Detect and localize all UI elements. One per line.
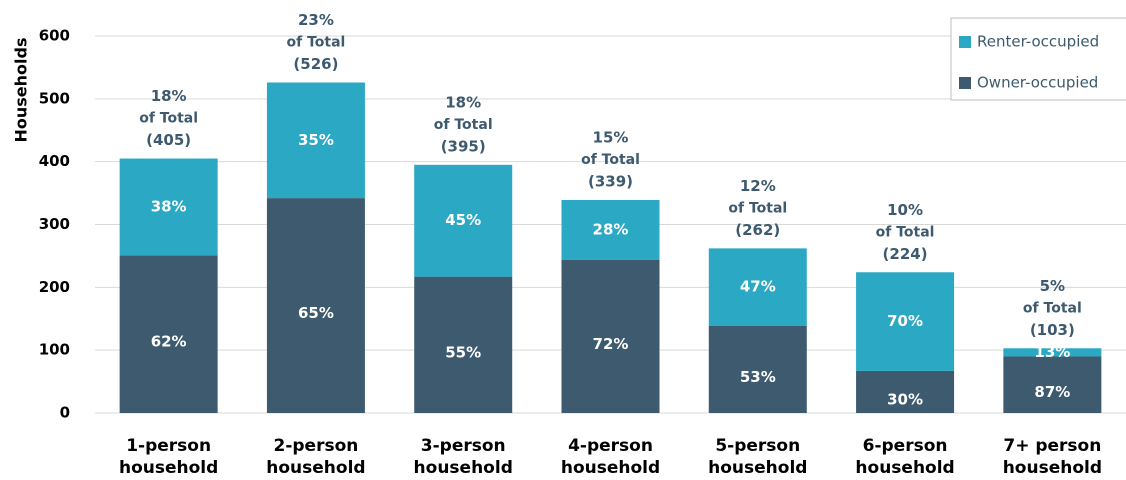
bar-segment <box>561 259 660 413</box>
bar-segment <box>266 82 365 199</box>
legend-swatch <box>959 77 971 89</box>
total-annotation: (526) <box>293 55 338 73</box>
total-annotation: 18% <box>445 93 481 111</box>
y-tick-label: 200 <box>39 278 70 296</box>
legend-label: Renter-occupied <box>977 33 1099 51</box>
x-tick-label: 3-person household <box>414 436 513 478</box>
bar-segment <box>1003 348 1102 357</box>
segment-label: 62% <box>151 333 187 351</box>
segment-label: 55% <box>445 343 481 361</box>
total-annotation: (405) <box>146 131 191 149</box>
total-annotation: 15% <box>593 128 629 146</box>
segment-label: 87% <box>1034 383 1070 401</box>
total-annotation: (262) <box>735 221 780 239</box>
y-axis-title: Households <box>12 38 31 143</box>
segment-label: 38% <box>151 197 187 215</box>
total-annotation: of Total <box>1023 300 1082 316</box>
total-annotation: 5% <box>1040 277 1065 295</box>
y-tick-label: 300 <box>39 215 70 233</box>
total-annotation: of Total <box>581 152 640 168</box>
x-tick-label: 1-person household <box>119 436 218 478</box>
legend-label: Owner-occupied <box>977 74 1098 92</box>
total-annotation: of Total <box>287 34 346 50</box>
segment-label: 30% <box>887 390 923 408</box>
x-tick-label: 5-person household <box>708 436 807 478</box>
legend-swatch <box>959 36 971 48</box>
y-tick-label: 0 <box>60 404 70 422</box>
total-annotation: 18% <box>151 87 187 105</box>
segment-label: 45% <box>445 211 481 229</box>
bar-segment <box>266 198 365 413</box>
segment-label: 28% <box>593 220 629 238</box>
total-annotation: of Total <box>876 224 935 240</box>
segment-label: 72% <box>593 335 629 353</box>
bar-segment <box>708 248 807 326</box>
bar-segment <box>561 199 660 260</box>
segment-label: 53% <box>740 368 776 386</box>
bar-segment <box>708 325 807 413</box>
total-annotation: (224) <box>883 245 928 263</box>
segment-label: 47% <box>740 278 776 296</box>
total-annotation: of Total <box>434 117 493 133</box>
y-tick-label: 400 <box>39 152 70 170</box>
segment-label: 13% <box>1034 343 1070 361</box>
x-tick-label: 4-person household <box>561 436 660 478</box>
bar-segment <box>856 370 955 413</box>
total-annotation: (339) <box>588 172 633 190</box>
total-annotation: 12% <box>740 177 776 195</box>
segment-label: 70% <box>887 312 923 330</box>
segment-label: 35% <box>298 131 334 149</box>
total-annotation: (395) <box>441 137 486 155</box>
y-tick-label: 600 <box>39 27 70 45</box>
bar-segment <box>119 255 218 413</box>
total-annotation: 10% <box>887 201 923 219</box>
legend-box <box>950 17 1126 101</box>
bar-segment <box>119 158 218 256</box>
legend: Renter-occupied Owner-occupied <box>950 17 1126 101</box>
bar-segment <box>414 276 513 413</box>
y-tick-label: 100 <box>39 341 70 359</box>
bar-segment <box>856 272 955 371</box>
bar-segment <box>1003 356 1102 413</box>
total-annotation: 23% <box>298 11 334 29</box>
bar-segment <box>414 164 513 277</box>
x-tick-label: 6-person household <box>855 436 954 478</box>
total-annotation: of Total <box>728 200 787 216</box>
y-tick-label: 500 <box>39 89 70 107</box>
total-annotation: of Total <box>139 111 198 127</box>
segment-label: 65% <box>298 304 334 322</box>
x-tick-label: 7+ person household <box>1003 436 1102 478</box>
x-tick-label: 2-person household <box>266 436 365 478</box>
total-annotation: (103) <box>1030 321 1075 339</box>
